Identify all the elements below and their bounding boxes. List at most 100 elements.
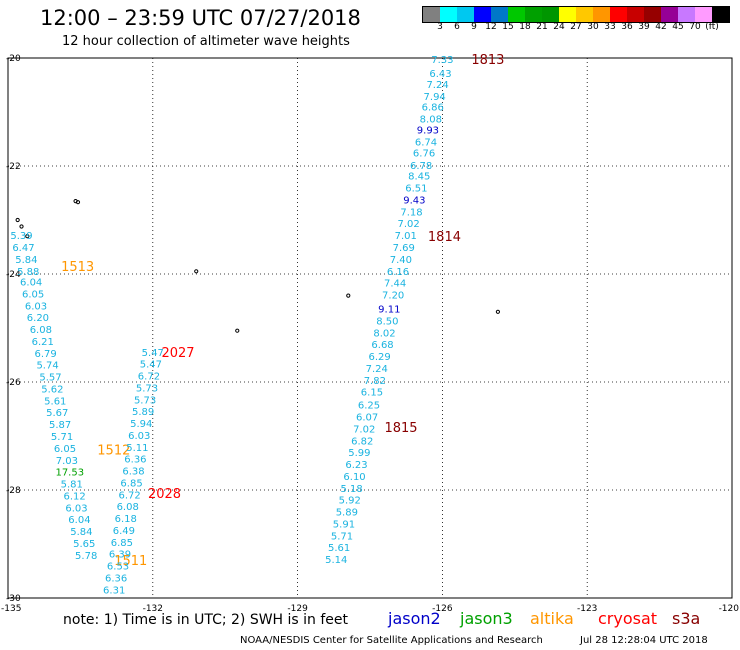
wave-height-label: 6.47 xyxy=(12,243,34,254)
longitude-tick-label: -132 xyxy=(143,604,163,614)
satellite-legend-altika: altika xyxy=(530,609,574,628)
pass-time-label: 1513 xyxy=(61,260,94,275)
wave-height-label: 5.71 xyxy=(331,531,353,542)
wave-height-label: 6.72 xyxy=(118,490,140,501)
wave-height-label: 5.88 xyxy=(17,267,39,278)
wave-height-label: 7.18 xyxy=(400,207,422,218)
wave-height-label: 6.68 xyxy=(371,340,393,351)
color-scale-label: 39 xyxy=(638,22,650,32)
longitude-tick-label: -120 xyxy=(719,604,740,614)
page-subtitle: 12 hour collection of altimeter wave hei… xyxy=(62,34,350,49)
wave-height-label: 6.39 xyxy=(109,550,131,561)
wave-height-label: 7.24 xyxy=(426,80,448,91)
color-swatch xyxy=(423,7,440,22)
color-scale-label: 18 xyxy=(519,22,531,32)
satellite-legend-s3a: s3a xyxy=(672,609,701,628)
island-marker xyxy=(75,200,81,205)
color-scale-bar xyxy=(422,6,730,23)
wave-height-label: 9.93 xyxy=(417,125,439,136)
wave-height-label: 6.38 xyxy=(122,467,144,478)
wave-height-label: 5.61 xyxy=(44,396,66,407)
wave-height-label: 5.62 xyxy=(41,384,63,395)
color-scale-label: 21 xyxy=(536,22,548,32)
color-swatch xyxy=(576,7,593,22)
wave-height-label: 6.43 xyxy=(429,69,451,80)
wave-height-label: 6.05 xyxy=(54,444,76,455)
color-swatch xyxy=(508,7,525,22)
pass-time-label: 1814 xyxy=(428,230,461,245)
latitude-tick-label: -26 xyxy=(6,378,21,388)
wave-height-label: 6.51 xyxy=(405,184,427,195)
wave-height-label: 6.79 xyxy=(35,349,57,360)
wave-height-label: 6.36 xyxy=(105,573,127,584)
wave-height-label: 5.73 xyxy=(136,383,158,394)
wave-height-label: 6.49 xyxy=(113,526,135,537)
wave-height-label: 6.85 xyxy=(120,478,142,489)
island-marker xyxy=(194,269,199,274)
credit-text: NOAA/NESDIS Center for Satellite Applica… xyxy=(240,635,543,646)
wave-height-label: 5.71 xyxy=(51,432,73,443)
color-swatch xyxy=(457,7,474,22)
color-scale-label: 6 xyxy=(454,22,460,32)
island-marker xyxy=(346,293,351,298)
wave-height-label: 5.73 xyxy=(134,395,156,406)
satellite-legend-jason2: jason2 xyxy=(388,609,441,628)
wave-height-label: 5.67 xyxy=(46,408,68,419)
island-marker xyxy=(15,217,20,223)
wave-height-label: 7.94 xyxy=(424,92,446,103)
wave-height-label: 7.33 xyxy=(431,55,453,66)
wave-height-label: 9.11 xyxy=(378,305,400,316)
wave-height-label: 6.15 xyxy=(361,388,383,399)
wave-height-label: 6.23 xyxy=(345,460,367,471)
wave-height-label: 5.91 xyxy=(333,519,355,530)
latitude-tick-label: -20 xyxy=(6,54,21,64)
color-swatch xyxy=(712,7,729,22)
wave-height-label: 7.44 xyxy=(384,279,406,290)
wave-height-label: 5.65 xyxy=(73,539,95,550)
color-swatch xyxy=(627,7,644,22)
color-scale-label: (ft) xyxy=(705,22,719,32)
wave-height-label: 6.03 xyxy=(25,301,47,312)
wave-height-label: 5.92 xyxy=(339,496,361,507)
wave-height-label: 5.47 xyxy=(142,348,164,359)
longitude-tick-label: -135 xyxy=(1,604,21,614)
wave-height-label: 6.25 xyxy=(358,401,380,412)
pass-time-label: 2027 xyxy=(161,346,194,361)
island-marker xyxy=(19,224,24,229)
wave-height-label: 5.94 xyxy=(130,419,152,430)
wave-height-label: 7.20 xyxy=(382,291,404,302)
color-swatch xyxy=(678,7,695,22)
wave-height-label: 7.24 xyxy=(366,364,388,375)
color-scale-label: 33 xyxy=(604,22,616,32)
latitude-tick-label: -22 xyxy=(6,162,21,172)
wave-height-label: 7.82 xyxy=(364,376,386,387)
wave-height-label: 6.21 xyxy=(32,337,54,348)
wave-height-label: 6.08 xyxy=(117,502,139,513)
wave-height-label: 6.53 xyxy=(107,562,129,573)
wave-height-label: 5.18 xyxy=(341,484,363,495)
map-frame xyxy=(7,57,733,599)
color-swatch xyxy=(695,7,712,22)
wave-height-label: 6.72 xyxy=(138,372,160,383)
island-marker xyxy=(25,234,30,239)
color-scale-label: 24 xyxy=(553,22,565,32)
pass-time-label: 1512 xyxy=(97,444,130,459)
latitude-tick-label: -30 xyxy=(6,594,21,604)
wave-height-label: 6.03 xyxy=(128,431,150,442)
island-marker xyxy=(495,309,501,314)
color-scale-label: 45 xyxy=(672,22,684,32)
color-scale-label: 3 xyxy=(437,22,443,32)
color-scale-label: 27 xyxy=(570,22,582,32)
satellite-legend-cryosat: cryosat xyxy=(598,609,658,628)
latitude-tick-label: -24 xyxy=(6,270,21,280)
wave-height-label: 5.11 xyxy=(126,443,148,454)
color-swatch xyxy=(593,7,610,22)
wave-height-label: 6.10 xyxy=(343,472,365,483)
generated-timestamp: Jul 28 12:28:04 UTC 2018 xyxy=(580,635,708,646)
wave-height-label: 6.31 xyxy=(103,585,125,596)
pass-time-label: 2028 xyxy=(148,487,181,502)
wave-height-label: 5.47 xyxy=(140,360,162,371)
wave-height-label: 6.03 xyxy=(65,503,87,514)
wave-height-label: 5.89 xyxy=(132,407,154,418)
